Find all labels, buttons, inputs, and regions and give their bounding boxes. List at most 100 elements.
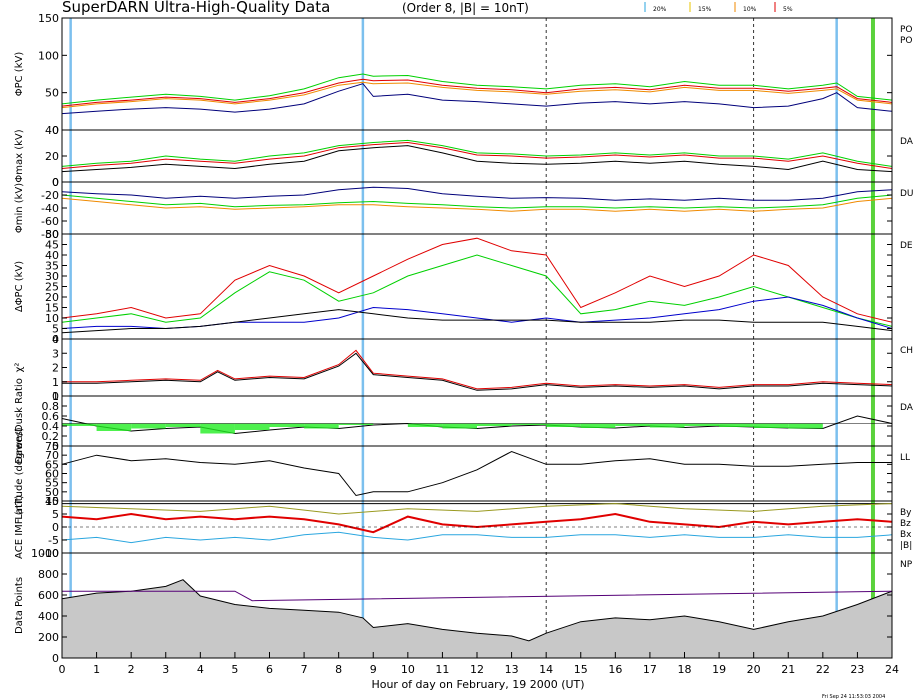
x-tick-label: 10 [401, 663, 415, 676]
series-line [61, 450, 892, 497]
y-tick-label: 0.4 [42, 420, 60, 433]
ratio-fill [442, 423, 477, 429]
y-axis-label: ACE IMF (nT) [14, 495, 25, 559]
legend: 20% 15% 10% 5% [644, 2, 793, 13]
right-label: Bx [900, 530, 912, 540]
right-label: CH [900, 346, 913, 356]
chart-subtitle: (Order 8, |B| = 10nT) [402, 1, 529, 15]
series-line [61, 73, 893, 105]
panel-np: 0 200 400 600 800 1000 Data Points NP [14, 547, 913, 665]
ratio-fill [477, 423, 512, 426]
y-tick-label: 10 [45, 495, 59, 508]
y-tick-label: 3 [52, 347, 59, 360]
y-axis-label: Φmax (kV) [14, 129, 25, 182]
y-tick-label: 0 [52, 176, 59, 189]
y-tick-label: 40 [45, 249, 59, 262]
panel-frame [61, 181, 893, 235]
series-line [61, 78, 893, 107]
y-tick-label: -5 [48, 534, 59, 547]
x-tick-label: 16 [608, 663, 622, 676]
ratio-fill [269, 423, 305, 427]
y-tick-label: 55 [45, 477, 59, 490]
y-tick-label: 0.8 [42, 400, 60, 413]
y-tick-label: 0 [52, 521, 59, 534]
ratio-fill [753, 423, 789, 428]
ratio-fill [511, 423, 547, 425]
y-tick-label: 65 [45, 458, 59, 471]
series-line [61, 309, 893, 334]
y-tick-label: 2 [52, 362, 59, 375]
y-tick-label: 20 [45, 291, 59, 304]
x-tick-label: 1 [93, 663, 100, 676]
y-tick-label: 0 [52, 440, 59, 453]
series-line [61, 254, 893, 327]
y-tick-label: 800 [38, 568, 59, 581]
ratio-fill [546, 423, 581, 427]
ratio-fill [131, 423, 166, 429]
right-label: Bz [900, 519, 911, 529]
ratio-fill [719, 423, 754, 427]
y-tick-label: 100 [38, 49, 59, 62]
panel-frame [61, 129, 893, 183]
y-tick-label: 1000 [31, 547, 59, 560]
right-label: LL [900, 453, 910, 463]
y-tick-label: 50 [45, 228, 59, 241]
legend-label: 15% [698, 6, 712, 13]
x-tick-label: 8 [335, 663, 342, 676]
series-line [61, 296, 893, 330]
y-tick-label: 60 [45, 468, 59, 481]
series-line [61, 141, 893, 169]
ratio-fill [165, 423, 201, 427]
series-line [61, 531, 893, 544]
y-axis-label: ΦPC (kV) [14, 52, 25, 97]
y-tick-label: 5 [52, 508, 59, 521]
x-tick-label: 18 [678, 663, 692, 676]
y-tick-label: 45 [45, 239, 59, 252]
legend-label: 20% [653, 6, 667, 13]
x-tick-label: 3 [162, 663, 169, 676]
panel-frame [61, 233, 893, 340]
y-tick-label: 0 [52, 124, 59, 137]
y-tick-label: 1 [52, 390, 59, 403]
x-tick-label: 0 [59, 663, 66, 676]
y-tick-label: 40 [45, 124, 59, 137]
x-tick-label: 6 [266, 663, 273, 676]
right-label: PO [900, 25, 913, 35]
y-axis-label: Data Points [14, 577, 25, 634]
y-axis-label: χ² [14, 363, 25, 373]
series-line [61, 186, 893, 201]
y-tick-label: 0.2 [42, 430, 60, 443]
x-tick-label: 13 [505, 663, 519, 676]
ratio-fill [96, 423, 132, 431]
right-label: DA [900, 137, 914, 147]
panel-phimin: -80-60-40-200 Φmin (kV) DU [14, 176, 914, 241]
y-tick-label: 25 [45, 281, 59, 294]
ratio-fill [407, 423, 443, 427]
x-tick-label: 14 [539, 663, 553, 676]
panel-frame [61, 395, 893, 447]
y-tick-label: 200 [38, 631, 59, 644]
y-tick-label: 1 [52, 376, 59, 389]
x-tick-label: 21 [781, 663, 795, 676]
y-tick-label: -40 [41, 202, 59, 215]
x-tick-label: 22 [816, 663, 830, 676]
y-tick-label: -80 [41, 228, 59, 241]
ratio-fill [684, 423, 720, 426]
y-tick-label: 10 [45, 312, 59, 325]
series-fill [62, 579, 892, 658]
right-label: |B| [900, 541, 912, 551]
series-line [61, 194, 893, 209]
series-line [61, 512, 893, 534]
series-line [61, 237, 893, 323]
x-tick-label: 7 [301, 663, 308, 676]
y-tick-label: 150 [38, 12, 59, 25]
y-tick-label: 4 [52, 333, 59, 346]
y-tick-label: 5 [52, 323, 59, 336]
series-line [62, 349, 893, 390]
ratio-fill [615, 423, 650, 426]
